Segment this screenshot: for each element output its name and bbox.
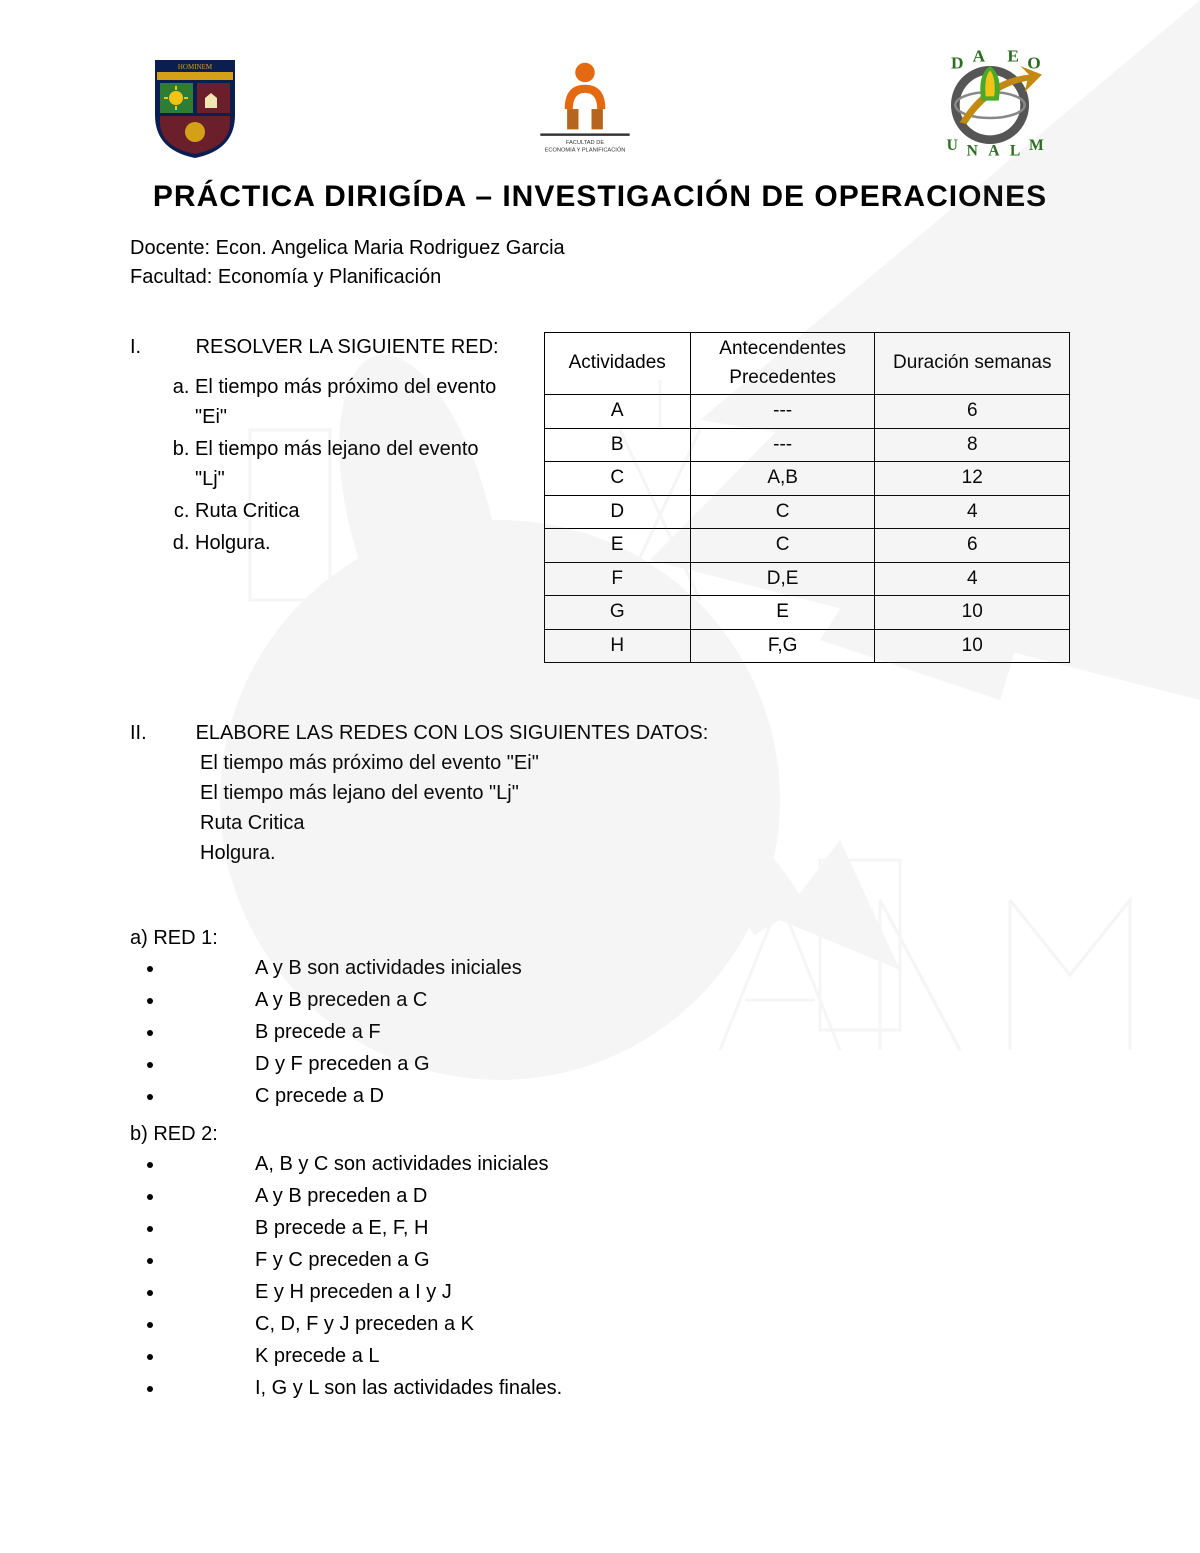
shield-icon: HOMINEM xyxy=(140,50,250,160)
svg-text:A: A xyxy=(988,142,1000,159)
section1-list: El tiempo más próximo del evento "Ei" El… xyxy=(170,372,514,558)
svg-text:M: M xyxy=(1029,137,1044,154)
red1-label: a) RED 1: xyxy=(130,923,1070,953)
section2-line-4: Holgura. xyxy=(200,838,1070,868)
red1-item: C precede a D xyxy=(165,1081,1070,1111)
svg-text:E: E xyxy=(1007,50,1019,66)
svg-text:HOMINEM: HOMINEM xyxy=(178,63,213,71)
section1-item-b: El tiempo más lejano del evento "Lj" xyxy=(195,434,514,494)
col-precedentes: Antecendentes Precedentes xyxy=(690,333,875,395)
section1-item-d: Holgura. xyxy=(195,528,514,558)
section2-line-2: El tiempo más lejano del evento "Lj" xyxy=(200,778,1070,808)
red2-item: B precede a E, F, H xyxy=(165,1213,1070,1243)
section2-title: ELABORE LAS REDES CON LOS SIGUIENTES DAT… xyxy=(196,722,709,744)
red2-item: F y C preceden a G xyxy=(165,1245,1070,1275)
activities-table: Actividades Antecendentes Precedentes Du… xyxy=(544,332,1070,663)
red2-item: K precede a L xyxy=(165,1341,1070,1371)
table-row: HF,G10 xyxy=(544,629,1069,663)
daeo-icon: DAEO UNALM xyxy=(925,50,1055,160)
svg-text:O: O xyxy=(1027,54,1040,73)
red2-item: E y H preceden a I y J xyxy=(165,1277,1070,1307)
table-row: B---8 xyxy=(544,428,1069,462)
red1-item: A y B son actividades iniciales xyxy=(165,953,1070,983)
red1-item: A y B preceden a C xyxy=(165,985,1070,1015)
logo-center: FACULTAD DE ECONOMIA Y PLANIFICACIÓN xyxy=(510,50,660,160)
docente-line: Docente: Econ. Angelica Maria Rodriguez … xyxy=(130,234,1200,263)
col-duracion: Duración semanas xyxy=(875,333,1070,395)
logo-left: HOMINEM xyxy=(140,50,250,160)
svg-text:FACULTAD DE: FACULTAD DE xyxy=(566,140,604,146)
red2-item: A y B preceden a D xyxy=(165,1181,1070,1211)
section1-item-c: Ruta Critica xyxy=(195,496,514,526)
header: HOMINEM FACULTAD DE ECONOMIA Y PLANIFICA… xyxy=(0,0,1200,170)
red2-list: A, B y C son actividades iniciales A y B… xyxy=(140,1149,1070,1403)
svg-text:U: U xyxy=(947,137,958,154)
svg-text:A: A xyxy=(973,50,986,66)
red2-item: I, G y L son las actividades finales. xyxy=(165,1373,1070,1403)
section1-heading: I. RESOLVER LA SIGUIENTE RED: xyxy=(130,332,514,362)
meta-block: Docente: Econ. Angelica Maria Rodriguez … xyxy=(130,234,1200,292)
faculty-icon: FACULTAD DE ECONOMIA Y PLANIFICACIÓN xyxy=(520,50,650,160)
table-row: DC4 xyxy=(544,495,1069,529)
table-row: EC6 xyxy=(544,529,1069,563)
red1-list: A y B son actividades iniciales A y B pr… xyxy=(140,953,1070,1111)
table-row: CA,B12 xyxy=(544,462,1069,496)
svg-text:D: D xyxy=(951,54,964,73)
section1-title: RESOLVER LA SIGUIENTE RED: xyxy=(196,336,499,358)
table-row: FD,E4 xyxy=(544,562,1069,596)
svg-text:L: L xyxy=(1010,142,1020,159)
table-row: GE10 xyxy=(544,596,1069,630)
table-header-row: Actividades Antecendentes Precedentes Du… xyxy=(544,333,1069,395)
facultad-line: Facultad: Economía y Planificación xyxy=(130,263,1200,292)
red2-item: C, D, F y J preceden a K xyxy=(165,1309,1070,1339)
section1-numeral: I. xyxy=(130,332,190,362)
section2-numeral: II. xyxy=(130,718,190,748)
section2-heading: II. ELABORE LAS REDES CON LOS SIGUIENTES… xyxy=(130,718,1070,748)
red2-label: b) RED 2: xyxy=(130,1119,1070,1149)
red1-item: B precede a F xyxy=(165,1017,1070,1047)
section2-line-1: El tiempo más próximo del evento "Ei" xyxy=(200,748,1070,778)
section2-line-3: Ruta Critica xyxy=(200,808,1070,838)
svg-text:ECONOMIA Y PLANIFICACIÓN: ECONOMIA Y PLANIFICACIÓN xyxy=(545,146,626,153)
red1-item: D y F preceden a G xyxy=(165,1049,1070,1079)
section1-item-a: El tiempo más próximo del evento "Ei" xyxy=(195,372,514,432)
section2-body: El tiempo más próximo del evento "Ei" El… xyxy=(200,748,1070,868)
red2-item: A, B y C son actividades iniciales xyxy=(165,1149,1070,1179)
logo-right: DAEO UNALM xyxy=(920,50,1060,160)
page-title: PRÁCTICA DIRIGÍDA – INVESTIGACIÓN DE OPE… xyxy=(100,180,1100,214)
table-row: A---6 xyxy=(544,395,1069,429)
col-actividades: Actividades xyxy=(544,333,690,395)
svg-text:N: N xyxy=(967,142,979,159)
